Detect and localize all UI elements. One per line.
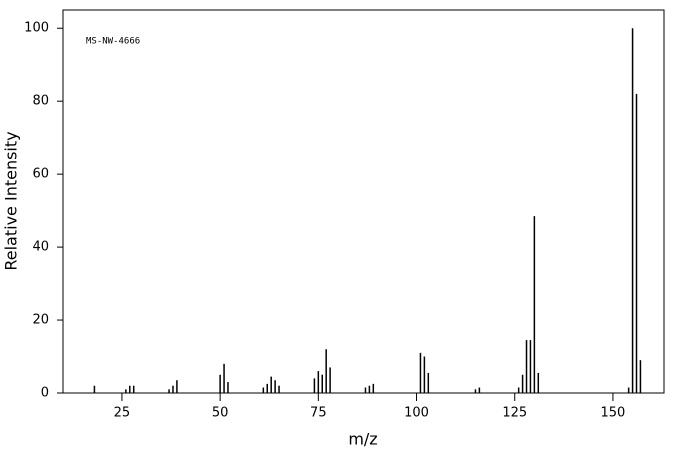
y-tick-label: 20 bbox=[32, 313, 49, 328]
y-tick-label: 100 bbox=[24, 21, 49, 36]
x-tick-label: 75 bbox=[310, 406, 327, 421]
y-tick-label: 40 bbox=[32, 240, 49, 255]
x-tick-label: 125 bbox=[502, 406, 527, 421]
x-tick-label: 100 bbox=[404, 406, 429, 421]
plot-frame bbox=[62, 9, 665, 394]
y-tick-label: 0 bbox=[41, 386, 49, 401]
y-axis-label: Relative Intensity bbox=[2, 131, 21, 270]
x-tick-label: 50 bbox=[212, 406, 229, 421]
x-axis-label: m/z bbox=[348, 430, 377, 449]
y-tick-label: 60 bbox=[32, 167, 49, 182]
x-tick-label: 150 bbox=[601, 406, 626, 421]
annotation: MS-NW-4666 bbox=[86, 37, 140, 47]
x-tick-label: 25 bbox=[114, 406, 131, 421]
y-tick-label: 80 bbox=[32, 94, 49, 109]
